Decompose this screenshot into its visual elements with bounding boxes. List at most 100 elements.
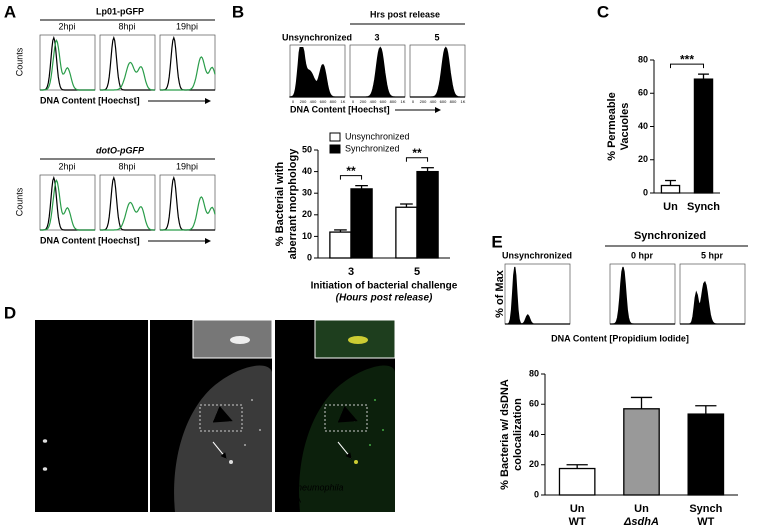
hist-tick-label: 400 xyxy=(310,99,317,104)
bar xyxy=(687,413,725,496)
y-tick-label: 40 xyxy=(529,429,539,439)
y-tick-label: 20 xyxy=(302,209,312,219)
y-tick-label: 80 xyxy=(529,368,539,378)
bar xyxy=(350,188,373,259)
histogram-trace xyxy=(680,280,745,325)
legend-label: Unsynchronized xyxy=(345,131,410,141)
y-tick-label: 60 xyxy=(638,88,648,98)
x-tick-label: Un xyxy=(570,503,585,515)
x-tick-label: 5 xyxy=(414,266,420,278)
y-tick-label: 10 xyxy=(302,231,312,241)
bar xyxy=(329,231,352,259)
hist-tick-label: 1K xyxy=(401,99,406,104)
x-label: DNA Content [Hoechst] xyxy=(40,235,140,245)
panel-label: E xyxy=(491,232,502,251)
y-label: colocalization xyxy=(512,398,524,471)
histogram-trace xyxy=(289,47,345,98)
significance-bracket xyxy=(405,157,429,162)
y-tick-label: 20 xyxy=(638,154,648,164)
bar xyxy=(623,408,660,496)
hist-tick-label: 600 xyxy=(380,99,387,104)
histogram-trace xyxy=(350,46,405,98)
significance-bracket xyxy=(670,63,704,69)
histogram-trace xyxy=(100,61,155,91)
condition-label: 5 hpr xyxy=(701,250,724,260)
legend-swatch xyxy=(329,132,341,142)
y-label: Counts xyxy=(14,47,24,76)
histogram-trace xyxy=(610,266,675,325)
header: Synchronized xyxy=(634,230,706,242)
y-label: % Bacterial with xyxy=(274,162,286,247)
y-tick-label: 0 xyxy=(534,489,539,499)
condition-label: 0 hpr xyxy=(631,250,654,260)
x-tick-label: WT xyxy=(697,516,714,526)
significance: ** xyxy=(346,164,356,178)
hist-tick-label: 200 xyxy=(300,99,307,104)
histogram-trace xyxy=(410,46,465,98)
panel-label: C xyxy=(597,2,609,21)
histogram-trace xyxy=(160,56,216,91)
histogram-frame xyxy=(409,44,466,98)
hist-tick-label: 800 xyxy=(390,99,397,104)
bar xyxy=(660,184,681,194)
x-label: DNA Content [Hoechst] xyxy=(290,104,390,114)
histogram-trace xyxy=(160,196,216,231)
x-label: DNA Content [Propidium Iodide] xyxy=(551,333,689,343)
time-label: 8hpi xyxy=(118,161,135,171)
hist-tick-label: 200 xyxy=(360,99,367,104)
time-label: 2hpi xyxy=(58,21,75,31)
histogram-trace xyxy=(160,175,215,231)
histogram-frame xyxy=(679,263,746,325)
histogram-trace xyxy=(40,179,95,231)
hist-tick-label: 0 xyxy=(352,99,355,104)
condition-label: Unsynchronized xyxy=(282,32,352,42)
bar xyxy=(395,206,418,259)
hist-tick-label: 800 xyxy=(450,99,457,104)
y-tick-label: 40 xyxy=(302,166,312,176)
time-label: 19hpi xyxy=(176,161,198,171)
y-tick-label: 30 xyxy=(302,188,312,198)
hist-tick-label: 1K xyxy=(461,99,466,104)
histogram-trace xyxy=(40,35,95,91)
channel-label: DNA xyxy=(282,494,301,504)
panel-label: D xyxy=(4,303,16,322)
histogram-trace xyxy=(505,266,570,325)
y-tick-label: 20 xyxy=(529,459,539,469)
significance: *** xyxy=(680,52,694,66)
legend-label: Synchronized xyxy=(345,143,400,153)
y-tick-label: 60 xyxy=(529,399,539,409)
hist-tick-label: 1K xyxy=(341,99,346,104)
hist-tick-label: 400 xyxy=(370,99,377,104)
x-label: DNA Content [Hoechst] xyxy=(40,95,140,105)
x-label: (Hours post release) xyxy=(336,293,433,304)
hist-tick-label: 0 xyxy=(412,99,415,104)
condition-label: Unsynchronized xyxy=(502,250,572,260)
histogram-trace xyxy=(160,35,215,91)
panel-label: B xyxy=(232,2,244,21)
time-label: 19hpi xyxy=(176,21,198,31)
block-title: dotO-pGFP xyxy=(96,145,145,155)
time-label: 2hpi xyxy=(58,161,75,171)
bar xyxy=(558,467,596,496)
y-label: % of Max xyxy=(494,269,506,318)
x-tick-label: WT xyxy=(569,516,586,526)
y-label: Vacuoles xyxy=(619,103,631,151)
channel-label: L. pneumophila xyxy=(40,492,102,502)
condition-label: 3 xyxy=(374,32,379,42)
x-tick-label: Synch xyxy=(687,201,720,213)
channel-label: L. pneumophila xyxy=(282,482,344,492)
histogram-trace xyxy=(100,35,155,91)
hist-tick-label: 800 xyxy=(330,99,337,104)
y-tick-label: 0 xyxy=(643,187,648,197)
condition-label: 5 xyxy=(434,32,439,42)
y-label: aberrant morphology xyxy=(287,148,299,260)
y-tick-label: 80 xyxy=(638,54,648,64)
time-label: 8hpi xyxy=(118,21,135,31)
x-tick-label: 3 xyxy=(348,266,354,278)
y-label: % Permeable xyxy=(606,92,618,160)
hist-tick-label: 400 xyxy=(430,99,437,104)
micrographs xyxy=(35,319,396,512)
x-label: Initiation of bacterial challenge xyxy=(311,281,458,292)
significance-bracket xyxy=(339,175,363,180)
